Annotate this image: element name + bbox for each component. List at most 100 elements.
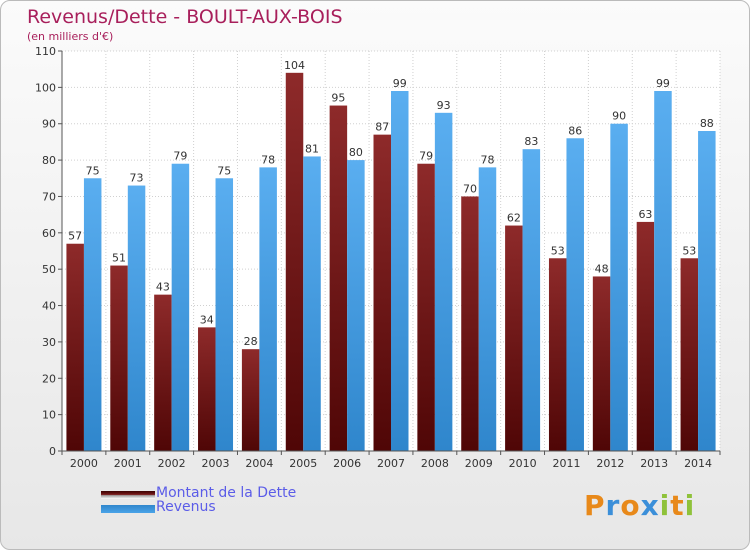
legend-label-revenus: Revenus xyxy=(156,499,216,515)
data-label-revenus: 78 xyxy=(480,153,494,166)
logo-letter: i xyxy=(659,489,671,522)
logo-letter: P xyxy=(584,489,606,522)
logo-letter: i xyxy=(684,489,696,522)
bar-revenus-2004 xyxy=(259,167,277,451)
data-label-dette: 51 xyxy=(112,252,126,265)
data-label-revenus: 75 xyxy=(86,164,100,177)
logo-letter: r xyxy=(605,489,621,522)
data-label-revenus: 80 xyxy=(349,146,363,159)
x-tick-label: 2014 xyxy=(684,457,712,470)
data-label-dette: 63 xyxy=(638,208,652,221)
data-label-dette: 87 xyxy=(375,121,389,134)
x-tick-label: 2008 xyxy=(421,457,449,470)
bar-dette-2006 xyxy=(329,105,348,451)
bar-dette-2007 xyxy=(373,134,391,452)
data-label-revenus: 90 xyxy=(612,110,626,123)
data-label-revenus: 73 xyxy=(130,172,144,185)
x-tick-label: 2002 xyxy=(158,457,186,470)
logo-letter: x xyxy=(640,489,660,522)
legend-swatch-dette xyxy=(101,491,155,499)
data-label-revenus: 75 xyxy=(217,164,231,177)
y-tick-label: 30 xyxy=(42,336,56,349)
bar-revenus-2001 xyxy=(127,185,146,451)
data-label-dette: 104 xyxy=(284,59,305,72)
chart-title: Revenus/Dette - BOULT-AUX-BOIS xyxy=(27,6,343,28)
data-label-revenus: 81 xyxy=(305,142,319,155)
bar-dette-2012 xyxy=(592,276,611,451)
x-tick-label: 2006 xyxy=(333,457,361,470)
bar-dette-2001 xyxy=(110,265,128,451)
y-tick-label: 110 xyxy=(35,45,56,58)
data-label-revenus: 78 xyxy=(261,153,275,166)
x-tick-label: 2001 xyxy=(114,457,142,470)
data-label-dette: 95 xyxy=(331,92,345,105)
legend-label-dette: Montant de la Dette xyxy=(156,485,297,501)
data-label-dette: 79 xyxy=(419,150,433,163)
y-tick-label: 90 xyxy=(42,118,56,131)
bar-revenus-2007 xyxy=(391,91,409,451)
x-tick-label: 2012 xyxy=(596,457,624,470)
proxiti-logo: Proxiti xyxy=(584,489,695,522)
x-tick-label: 2009 xyxy=(465,457,493,470)
bar-dette-2011 xyxy=(548,258,567,451)
x-tick-label: 2013 xyxy=(640,457,668,470)
data-label-dette: 34 xyxy=(200,313,214,326)
bar-revenus-2000 xyxy=(83,178,102,452)
bar-dette-2004 xyxy=(241,349,260,451)
data-label-dette: 48 xyxy=(595,262,609,275)
data-label-dette: 53 xyxy=(682,244,696,257)
y-tick-label: 60 xyxy=(42,227,56,240)
y-tick-label: 10 xyxy=(42,409,56,422)
bar-revenus-2003 xyxy=(215,178,234,452)
x-tick-label: 2004 xyxy=(245,457,273,470)
data-label-revenus: 99 xyxy=(393,77,407,90)
x-tick-label: 2003 xyxy=(202,457,230,470)
data-label-revenus: 79 xyxy=(173,150,187,163)
data-label-dette: 70 xyxy=(463,182,477,195)
data-label-dette: 62 xyxy=(507,212,521,225)
legend-swatch-revenus xyxy=(101,505,155,513)
bar-revenus-2013 xyxy=(654,91,672,451)
data-label-dette: 53 xyxy=(551,244,565,257)
x-tick-label: 2011 xyxy=(552,457,580,470)
data-label-revenus: 93 xyxy=(437,99,451,112)
data-label-revenus: 86 xyxy=(568,124,582,137)
bar-dette-2005 xyxy=(285,72,304,452)
bar-revenus-2005 xyxy=(303,156,321,452)
data-label-revenus: 88 xyxy=(700,117,714,130)
bar-dette-2010 xyxy=(505,225,523,451)
bar-revenus-2014 xyxy=(698,131,716,451)
bar-revenus-2006 xyxy=(347,160,365,451)
data-label-dette: 57 xyxy=(68,230,82,243)
bar-revenus-2002 xyxy=(171,163,190,451)
bar-dette-2003 xyxy=(198,327,216,451)
bar-revenus-2010 xyxy=(522,149,541,451)
bar-dette-2014 xyxy=(680,258,699,451)
y-tick-label: 40 xyxy=(42,300,56,313)
logo-letter: o xyxy=(620,489,641,522)
y-tick-label: 50 xyxy=(42,263,56,276)
logo-letter: t xyxy=(670,489,685,522)
data-label-revenus: 83 xyxy=(524,135,538,148)
y-tick-label: 80 xyxy=(42,154,56,167)
bar-revenus-2008 xyxy=(434,112,453,452)
bar-dette-2013 xyxy=(636,221,655,451)
data-label-dette: 43 xyxy=(156,281,170,294)
bar-dette-2008 xyxy=(417,163,435,451)
x-tick-label: 2010 xyxy=(509,457,537,470)
y-tick-label: 20 xyxy=(42,372,56,385)
y-tick-label: 0 xyxy=(49,445,56,458)
chart-subtitle: (en milliers d'€) xyxy=(27,30,114,43)
x-tick-label: 2005 xyxy=(289,457,317,470)
bar-dette-2009 xyxy=(461,196,479,451)
y-tick-label: 70 xyxy=(42,190,56,203)
bar-revenus-2009 xyxy=(478,167,497,451)
bar-revenus-2011 xyxy=(566,138,584,452)
bar-dette-2000 xyxy=(66,243,84,451)
bar-revenus-2012 xyxy=(610,123,628,452)
y-tick-label: 100 xyxy=(35,81,56,94)
data-label-dette: 28 xyxy=(244,335,258,348)
data-label-revenus: 99 xyxy=(656,77,670,90)
